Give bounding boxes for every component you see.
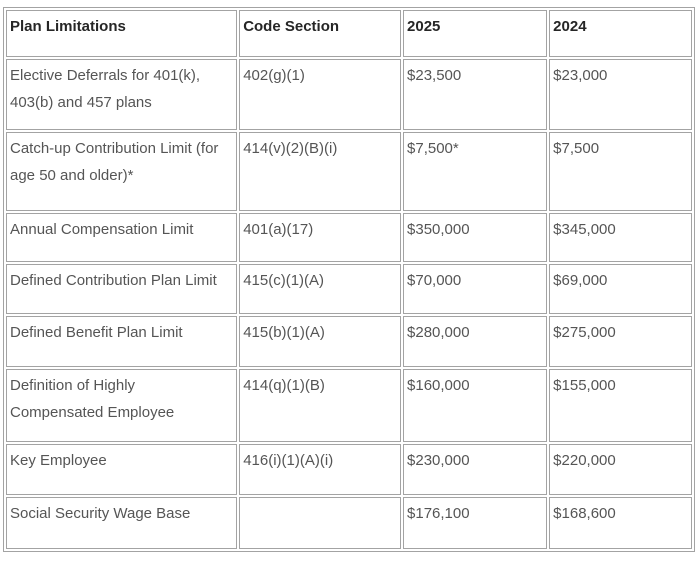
cell-code: 414(v)(2)(B)(i) — [239, 132, 402, 211]
cell-plan: Definition of Highly Compensated Employe… — [6, 369, 238, 442]
cell-2024: $155,000 — [549, 369, 692, 442]
cell-code — [239, 497, 402, 549]
cell-plan: Elective Deferrals for 401(k), 403(b) an… — [6, 59, 238, 130]
cell-2024: $7,500 — [549, 132, 692, 211]
column-header-2024: 2024 — [549, 10, 692, 57]
table-row: Definition of Highly Compensated Employe… — [6, 369, 692, 442]
cell-2024: $345,000 — [549, 213, 692, 262]
cell-2025: $23,500 — [403, 59, 548, 130]
table-header-row: Plan Limitations Code Section 2025 2024 — [6, 10, 692, 57]
cell-code: 416(i)(1)(A)(i) — [239, 444, 402, 495]
cell-plan: Social Security Wage Base — [6, 497, 238, 549]
cell-2025: $176,100 — [403, 497, 548, 549]
cell-2024: $69,000 — [549, 264, 692, 314]
cell-2025: $230,000 — [403, 444, 548, 495]
cell-2024: $275,000 — [549, 316, 692, 367]
cell-plan: Key Employee — [6, 444, 238, 495]
cell-2024: $220,000 — [549, 444, 692, 495]
cell-plan: Catch-up Contribution Limit (for age 50 … — [6, 132, 238, 211]
column-header-code-section: Code Section — [239, 10, 402, 57]
plan-limitations-table: Plan Limitations Code Section 2025 2024 … — [3, 7, 695, 552]
cell-2024: $168,600 — [549, 497, 692, 549]
column-header-plan-limitations: Plan Limitations — [6, 10, 238, 57]
table-row: Defined Contribution Plan Limit 415(c)(1… — [6, 264, 692, 314]
cell-2024: $23,000 — [549, 59, 692, 130]
cell-code: 401(a)(17) — [239, 213, 402, 262]
cell-plan: Defined Contribution Plan Limit — [6, 264, 238, 314]
cell-code: 415(c)(1)(A) — [239, 264, 402, 314]
cell-2025: $160,000 — [403, 369, 548, 442]
cell-2025: $280,000 — [403, 316, 548, 367]
cell-2025: $7,500* — [403, 132, 548, 211]
column-header-2025: 2025 — [403, 10, 548, 57]
table-row: Key Employee 416(i)(1)(A)(i) $230,000 $2… — [6, 444, 692, 495]
table-row: Social Security Wage Base $176,100 $168,… — [6, 497, 692, 549]
cell-code: 402(g)(1) — [239, 59, 402, 130]
table-row: Annual Compensation Limit 401(a)(17) $35… — [6, 213, 692, 262]
cell-plan: Annual Compensation Limit — [6, 213, 238, 262]
cell-2025: $70,000 — [403, 264, 548, 314]
cell-code: 414(q)(1)(B) — [239, 369, 402, 442]
table-row: Elective Deferrals for 401(k), 403(b) an… — [6, 59, 692, 130]
cell-code: 415(b)(1)(A) — [239, 316, 402, 367]
cell-plan: Defined Benefit Plan Limit — [6, 316, 238, 367]
table-row: Defined Benefit Plan Limit 415(b)(1)(A) … — [6, 316, 692, 367]
table-row: Catch-up Contribution Limit (for age 50 … — [6, 132, 692, 211]
cell-2025: $350,000 — [403, 213, 548, 262]
